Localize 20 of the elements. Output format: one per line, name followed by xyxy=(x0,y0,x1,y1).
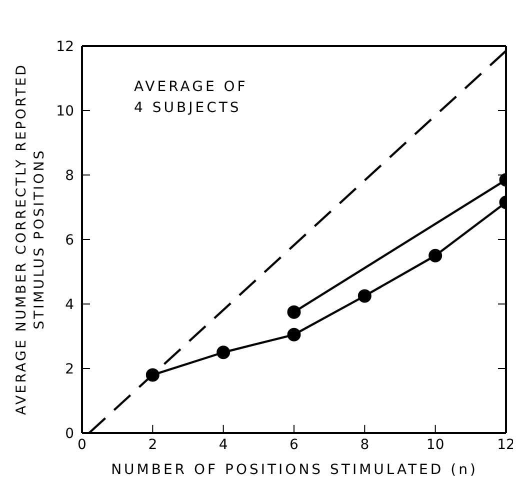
y-tick-label: 0 xyxy=(65,426,74,442)
annotation: AVERAGE OF 4 SUBJECTS xyxy=(134,78,248,118)
point xyxy=(287,328,301,342)
y-tick-label: 6 xyxy=(65,232,74,248)
x-tick-label: 0 xyxy=(78,436,86,453)
x-tick-label: 4 xyxy=(218,436,228,453)
x-tick-label: 2 xyxy=(148,436,158,453)
y-tick-label: 2 xyxy=(65,361,74,378)
point xyxy=(216,346,230,360)
x-tick-label: 6 xyxy=(290,436,299,453)
point xyxy=(358,289,372,303)
point xyxy=(146,368,160,382)
x-tick-label: 8 xyxy=(360,436,370,453)
y-axis-title: AVERAGE NUMBER CORRECTLY REPORTED STIMULUS POSITIONS xyxy=(12,62,48,417)
y-tick-label: 4 xyxy=(65,296,74,313)
x-tick-label: 10 xyxy=(426,436,444,453)
x-axis-title: NUMBER OF POSITIONS STIMULATED (n) xyxy=(110,462,479,478)
y-tick-label: 8 xyxy=(65,168,74,184)
y-tick-label: 12 xyxy=(56,38,74,55)
y-tick-label: 10 xyxy=(56,103,74,120)
